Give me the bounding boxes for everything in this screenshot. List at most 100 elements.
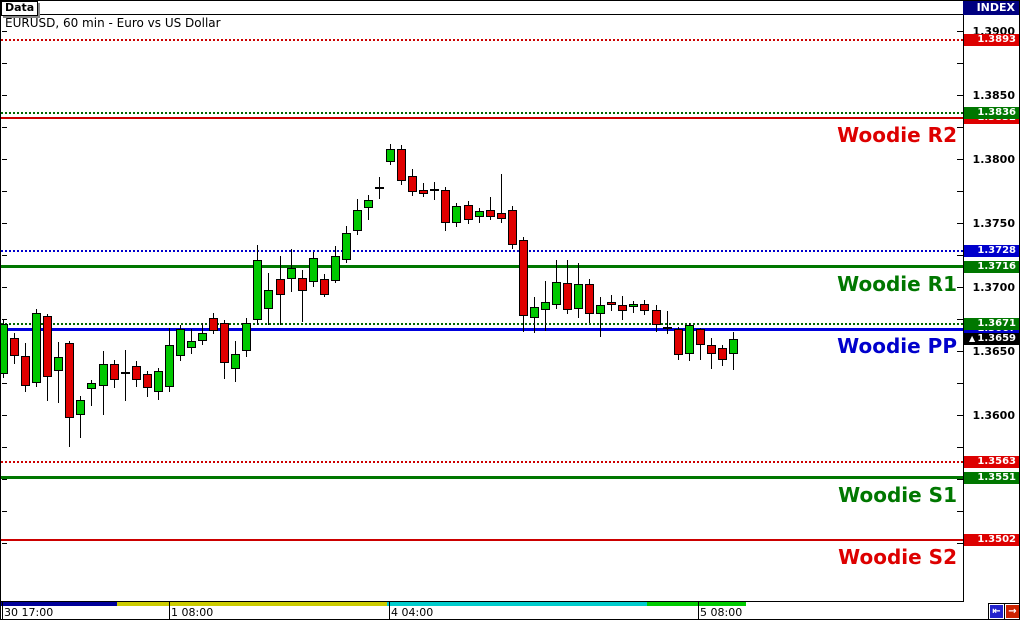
candle: [419, 189, 428, 194]
time-axis-label: 5 08:00: [700, 606, 743, 619]
candle: [574, 284, 583, 309]
session-3-bar: [387, 602, 647, 606]
time-axis-label: 1 08:00: [171, 606, 214, 619]
candle: [231, 353, 240, 369]
scroll-to-start-button[interactable]: ⇤: [989, 604, 1004, 619]
price-axis-label: 1.3800: [972, 153, 1015, 166]
price-tick: [957, 511, 963, 512]
candle-wick: [125, 349, 126, 401]
woodie-r2-label: Woodie R2: [837, 123, 957, 148]
candle: [508, 210, 517, 245]
candle: [729, 339, 738, 354]
candle: [452, 206, 461, 223]
woodie-s2-label: Woodie S2: [838, 545, 957, 570]
candle: [475, 211, 484, 217]
candle: [220, 322, 229, 363]
price-tick-left: [2, 127, 7, 128]
tab-data[interactable]: Data: [1, 1, 39, 16]
candle: [21, 356, 30, 386]
candle: [110, 363, 119, 381]
candle: [585, 284, 594, 314]
candle-wick: [711, 338, 712, 369]
woodie-r1-label: Woodie R1: [837, 271, 957, 296]
price-tick-left: [2, 191, 7, 192]
price-tick: [957, 127, 963, 128]
candle: [674, 329, 683, 355]
candle: [353, 210, 362, 231]
candle: [552, 281, 561, 305]
candle: [32, 312, 41, 383]
candle: [629, 303, 638, 308]
price-tick: [957, 319, 963, 320]
price-axis-label: 1.3750: [972, 217, 1015, 230]
price-tick-left: [2, 319, 7, 320]
candle: [87, 383, 96, 390]
dotted-pp-band-line: [1, 323, 963, 326]
candle: [397, 148, 406, 181]
dotted-support-price-label: 1.3563: [964, 456, 1019, 469]
price-tick-left: [2, 415, 7, 416]
candle: [718, 348, 727, 360]
candle: [198, 333, 207, 341]
candle: [519, 239, 528, 317]
candle: [176, 329, 185, 357]
candle: [154, 371, 163, 392]
price-tick-left: [2, 479, 7, 480]
woodie-pp-label: Woodie PP: [837, 334, 957, 359]
time-tick: [2, 602, 3, 619]
time-axis-label: 30 17:00: [4, 606, 54, 619]
chart-title: EURUSD, 60 min - Euro vs US Dollar: [5, 16, 221, 30]
scroll-to-end-button[interactable]: →: [1005, 604, 1019, 619]
price-tick: [957, 479, 963, 480]
candle: [276, 279, 285, 295]
candle: [132, 366, 141, 381]
price-tick-left: [2, 159, 7, 160]
candle: [209, 317, 218, 331]
candle: [364, 199, 373, 208]
candle: [1, 324, 8, 375]
candle-wick: [58, 342, 59, 404]
candle: [76, 399, 85, 415]
candle: [309, 257, 318, 282]
scroll-to-end-icon: →: [1008, 606, 1017, 617]
candle: [497, 212, 506, 220]
candle: [342, 233, 351, 261]
price-tick-left: [2, 511, 7, 512]
dotted-r2-band-price-label: 1.3836: [964, 106, 1019, 119]
time-tick: [169, 602, 170, 619]
price-tick-left: [2, 255, 7, 256]
candle: [10, 338, 19, 357]
candle: [386, 148, 395, 162]
scroll-to-start-icon: ⇤: [992, 606, 1001, 617]
woodie-r2-line: [1, 117, 963, 120]
price-tick: [957, 63, 963, 64]
price-tick-left: [2, 31, 7, 32]
candle: [607, 302, 616, 306]
price-axis-label: 1.3700: [972, 281, 1015, 294]
candle: [320, 279, 329, 295]
price-tick-left: [2, 223, 7, 224]
dotted-r2-band-line: [1, 111, 963, 114]
candle-doji: [663, 326, 672, 329]
candle: [541, 302, 550, 311]
session-4-bar: [647, 602, 746, 606]
candle: [640, 303, 649, 312]
woodie-s2-price-label: 1.3502: [964, 534, 1019, 547]
price-tick: [957, 543, 963, 544]
price-tick-left: [2, 447, 7, 448]
candle-wick: [490, 197, 491, 221]
price-axis: [963, 1, 1019, 619]
price-tick-left: [2, 63, 7, 64]
candle: [331, 256, 340, 281]
candle: [287, 267, 296, 280]
candle: [441, 189, 450, 223]
dotted-pp-band-upper-price-label: 1.3728: [964, 245, 1019, 258]
candle: [707, 344, 716, 354]
price-tick: [957, 159, 963, 160]
price-tick: [957, 223, 963, 224]
price-tick: [957, 415, 963, 416]
price-tick: [957, 255, 963, 256]
candle: [298, 278, 307, 291]
candle: [464, 205, 473, 221]
